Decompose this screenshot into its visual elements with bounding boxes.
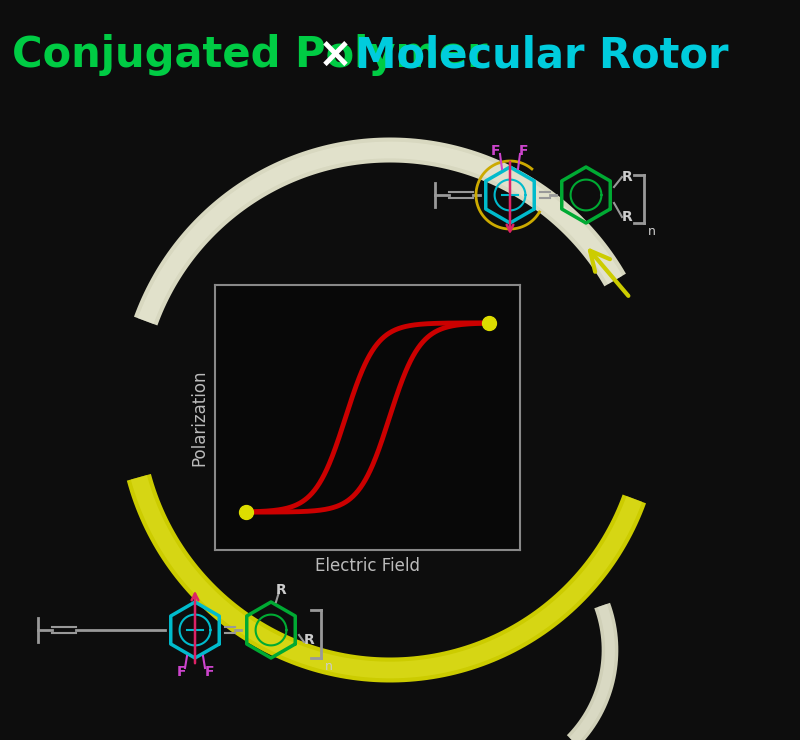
Point	[483, 317, 496, 329]
Text: F: F	[519, 144, 529, 158]
Text: R: R	[304, 633, 314, 647]
Text: Molecular Rotor: Molecular Rotor	[355, 34, 729, 76]
Point	[239, 506, 252, 518]
Text: n: n	[648, 225, 656, 238]
Text: F: F	[176, 665, 186, 679]
X-axis label: Electric Field: Electric Field	[315, 557, 420, 575]
Text: ×: ×	[318, 34, 353, 76]
Text: F: F	[491, 144, 501, 158]
Y-axis label: Polarization: Polarization	[190, 369, 208, 465]
Text: F: F	[204, 665, 214, 679]
Text: Conjugated Polymer: Conjugated Polymer	[12, 34, 488, 76]
Text: R: R	[276, 583, 286, 597]
Text: R: R	[622, 170, 633, 184]
Text: R: R	[622, 210, 633, 224]
Text: n: n	[325, 660, 333, 673]
